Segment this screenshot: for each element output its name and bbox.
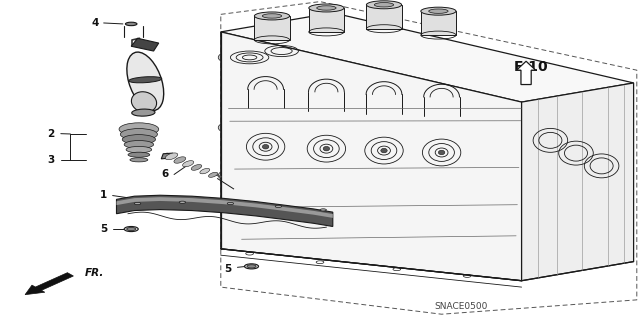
Polygon shape	[366, 5, 402, 29]
Ellipse shape	[366, 1, 402, 9]
Ellipse shape	[132, 109, 155, 116]
Ellipse shape	[421, 7, 456, 15]
Ellipse shape	[165, 153, 178, 160]
Ellipse shape	[247, 265, 256, 268]
Ellipse shape	[126, 146, 152, 153]
Text: SNACE0500: SNACE0500	[434, 302, 488, 311]
Ellipse shape	[130, 158, 148, 162]
Ellipse shape	[262, 145, 269, 149]
Ellipse shape	[134, 203, 141, 205]
Ellipse shape	[429, 9, 448, 13]
Text: 4: 4	[91, 18, 99, 28]
Polygon shape	[254, 16, 290, 40]
Text: 5: 5	[224, 263, 232, 274]
Ellipse shape	[182, 161, 194, 167]
Ellipse shape	[174, 157, 186, 163]
Ellipse shape	[244, 264, 259, 269]
Polygon shape	[221, 32, 522, 281]
Ellipse shape	[227, 203, 234, 205]
Ellipse shape	[218, 123, 230, 132]
FancyArrow shape	[516, 61, 536, 85]
Ellipse shape	[120, 129, 157, 140]
Text: 3: 3	[47, 155, 55, 165]
FancyArrow shape	[25, 273, 74, 295]
Ellipse shape	[200, 168, 210, 174]
Text: 1: 1	[100, 189, 108, 200]
Ellipse shape	[119, 123, 159, 136]
Ellipse shape	[317, 6, 336, 10]
Ellipse shape	[374, 3, 394, 7]
Polygon shape	[309, 8, 344, 32]
Text: E-10: E-10	[514, 60, 548, 74]
Ellipse shape	[308, 4, 344, 12]
Polygon shape	[221, 13, 634, 102]
Ellipse shape	[128, 152, 150, 157]
Ellipse shape	[438, 150, 445, 155]
Ellipse shape	[218, 171, 230, 179]
Polygon shape	[116, 195, 333, 226]
Polygon shape	[421, 11, 456, 35]
Ellipse shape	[124, 226, 138, 232]
Ellipse shape	[209, 172, 218, 177]
Ellipse shape	[320, 209, 326, 211]
Ellipse shape	[262, 14, 282, 18]
Ellipse shape	[127, 227, 136, 231]
Ellipse shape	[218, 54, 230, 62]
Ellipse shape	[179, 201, 186, 204]
Text: 2: 2	[47, 129, 55, 139]
Ellipse shape	[255, 12, 290, 20]
Polygon shape	[131, 38, 159, 51]
Text: 5: 5	[100, 224, 108, 234]
Ellipse shape	[191, 165, 202, 170]
Text: 6: 6	[161, 168, 169, 179]
Polygon shape	[161, 153, 173, 159]
Ellipse shape	[381, 148, 387, 153]
Ellipse shape	[125, 22, 137, 26]
Ellipse shape	[129, 77, 162, 83]
Ellipse shape	[131, 92, 157, 112]
Ellipse shape	[122, 135, 156, 144]
Text: FR.: FR.	[84, 268, 104, 278]
Ellipse shape	[275, 205, 282, 208]
Ellipse shape	[127, 52, 164, 111]
Polygon shape	[522, 83, 634, 281]
Ellipse shape	[124, 141, 154, 149]
Ellipse shape	[323, 146, 330, 151]
Polygon shape	[116, 197, 333, 218]
